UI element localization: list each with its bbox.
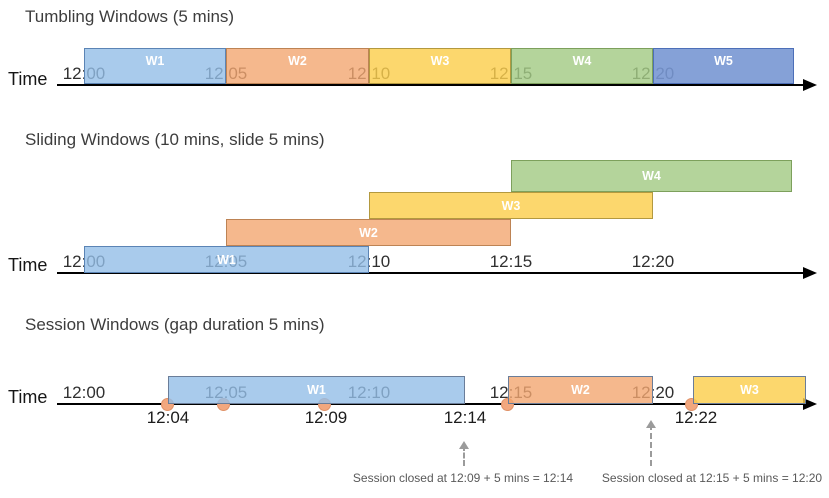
window-label: W1 xyxy=(307,383,326,397)
window-label: W3 xyxy=(740,383,759,397)
window-label: W1 xyxy=(145,54,165,68)
window-bar-w1: W1 xyxy=(168,376,465,404)
event-time-label: 12:22 xyxy=(674,408,718,427)
dashed-up-arrow-icon xyxy=(646,420,656,466)
tick-label: 12:20 xyxy=(631,252,675,271)
window-bar-w4: W4 xyxy=(511,160,792,192)
timeline xyxy=(57,84,804,86)
window-label: W5 xyxy=(714,54,733,68)
annotation-session-closed-1: Session closed at 12:09 + 5 mins = 12:14 xyxy=(352,471,574,485)
window-bar-w3: W3 xyxy=(693,376,806,404)
section-title-session: Session Windows (gap duration 5 mins) xyxy=(25,315,325,334)
event-time-label: 12:09 xyxy=(304,408,348,427)
window-bar-w1: W1 xyxy=(84,48,226,84)
window-bar-w5: W5 xyxy=(653,48,794,84)
window-bar-w3: W3 xyxy=(369,192,653,219)
dashed-up-arrow-icon xyxy=(459,441,469,466)
event-time-label: 12:04 xyxy=(146,408,190,427)
timeline xyxy=(57,272,804,274)
timeline-arrowhead-icon xyxy=(803,267,817,279)
timeline-arrowhead-icon xyxy=(803,398,817,410)
window-label: W2 xyxy=(359,225,378,240)
window-bar-w2: W2 xyxy=(226,48,369,84)
tick-label: 12:00 xyxy=(62,383,106,402)
window-label: W4 xyxy=(642,169,661,183)
window-label: W2 xyxy=(571,383,590,397)
time-axis-label: Time xyxy=(8,69,48,89)
window-label: W3 xyxy=(430,54,450,68)
window-bar-w3: W3 xyxy=(369,48,511,84)
window-bar-w4: W4 xyxy=(511,48,653,84)
window-label: W4 xyxy=(572,54,592,68)
section-title-sliding: Sliding Windows (10 mins, slide 5 mins) xyxy=(25,130,325,149)
annotation-session-closed-2: Session closed at 12:15 + 5 mins = 12:20 xyxy=(601,471,823,485)
window-label: W1 xyxy=(217,252,236,267)
window-bar-w2: W2 xyxy=(508,376,653,404)
window-bar-w2: W2 xyxy=(226,219,511,246)
window-bar-w1: W1 xyxy=(84,246,369,273)
timeline-arrowhead-icon xyxy=(803,79,817,91)
time-axis-label: Time xyxy=(8,255,48,275)
tick-label: 12:15 xyxy=(489,252,533,271)
time-axis-label: Time xyxy=(8,387,48,407)
window-label: W2 xyxy=(288,54,307,68)
window-label: W3 xyxy=(501,198,521,213)
event-time-label: 12:14 xyxy=(443,408,487,427)
timeline xyxy=(57,403,804,405)
section-title-tumbling: Tumbling Windows (5 mins) xyxy=(25,7,235,26)
